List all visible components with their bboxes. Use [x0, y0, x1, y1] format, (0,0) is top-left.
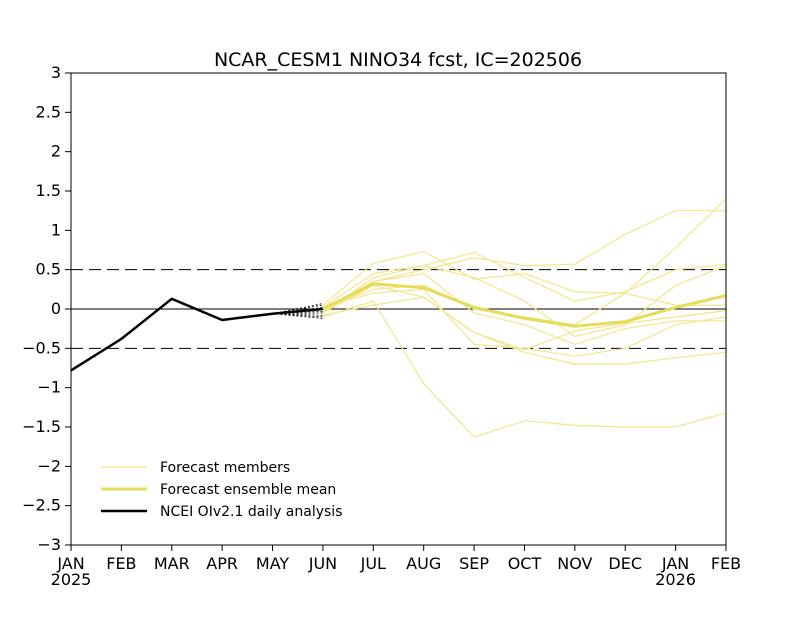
reference-lines — [71, 269, 726, 349]
x-tick-label: JUL — [360, 554, 386, 573]
y-tick-label: 1.5 — [36, 181, 61, 200]
x-tick-label: FEB — [106, 554, 136, 573]
legend-label: Forecast ensemble mean — [160, 482, 336, 498]
y-tick-label: −2.5 — [22, 496, 61, 515]
y-tick-label: 0.5 — [36, 260, 61, 279]
legend: Forecast members Forecast ensemble mean NC… — [101, 460, 343, 520]
x-tick-label: AUG — [406, 554, 441, 573]
y-tick-label: 2.5 — [36, 102, 61, 121]
y-tick-label: −0.5 — [22, 338, 61, 357]
x-tick-label: DEC — [608, 554, 642, 573]
observed-analysis — [70, 297, 324, 372]
x-tick-label: OCT — [508, 554, 542, 573]
forecast-member-line — [322, 300, 727, 438]
x-tick-label: FEB — [711, 554, 741, 573]
y-tick-label: 1 — [51, 220, 61, 239]
forecast-member-line — [322, 296, 727, 365]
ensemble-mean-line — [322, 282, 727, 328]
x-year-label: 2026 — [655, 570, 696, 589]
x-year-label: 2025 — [51, 570, 92, 589]
x-tick-label: JAN — [661, 554, 689, 573]
y-tick-label: −2 — [37, 456, 61, 475]
x-axis: JAN FEB MAR APR MAY JUN JUL AUG SEP OCT NOV DEC JAN F… — [51, 545, 741, 589]
forecast-member-line — [322, 272, 726, 346]
forecast-member-line — [322, 265, 727, 338]
ensemble-mean — [322, 282, 727, 328]
y-tick-label: 0 — [51, 299, 61, 318]
forecast-member-line — [322, 251, 727, 308]
forecast-member-line — [322, 284, 727, 351]
forecast-member-line — [322, 288, 727, 357]
y-tick-label: 3 — [51, 63, 61, 82]
observed-line — [70, 297, 324, 372]
legend-label: Forecast members — [160, 460, 290, 476]
x-tick-label: SEP — [459, 554, 489, 573]
forecast-member-line — [322, 198, 727, 306]
y-tick-label: −1.5 — [22, 417, 61, 436]
x-tick-label: NOV — [557, 554, 592, 573]
x-tick-label: JUN — [308, 554, 337, 573]
forecast-member-line — [322, 210, 726, 310]
x-tick-label: MAR — [154, 554, 190, 573]
ic-fan-line — [272, 313, 323, 319]
y-tick-label: 2 — [51, 142, 61, 161]
legend-label: NCEI OIv2.1 daily analysis — [160, 504, 343, 520]
x-tick-label: MAY — [256, 554, 290, 573]
forecast-members — [322, 198, 727, 438]
x-tick-label: APR — [206, 554, 238, 573]
y-tick-label: −1 — [37, 378, 61, 397]
y-axis: 3 2.5 2 1.5 1 0.5 0 −0.5 −1 −1.5 −2 −2.5 −3 — [22, 63, 71, 554]
chart-title: NCAR_CESM1 NINO34 fcst, IC=202506 — [214, 49, 582, 71]
y-tick-label: −3 — [37, 535, 61, 554]
x-tick-label: JAN — [56, 554, 84, 573]
